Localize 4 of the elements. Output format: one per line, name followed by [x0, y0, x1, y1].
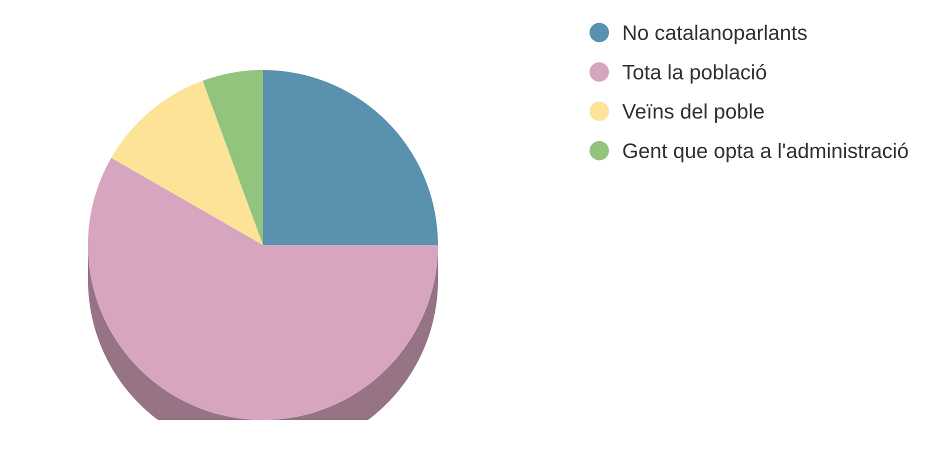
legend-label: No catalanoparlants [624, 24, 807, 44]
legend-label: Gent que opta a l'administració [623, 142, 908, 162]
legend-label: Veïns del poble [622, 103, 764, 123]
legend-label: Tota la població [622, 64, 766, 84]
